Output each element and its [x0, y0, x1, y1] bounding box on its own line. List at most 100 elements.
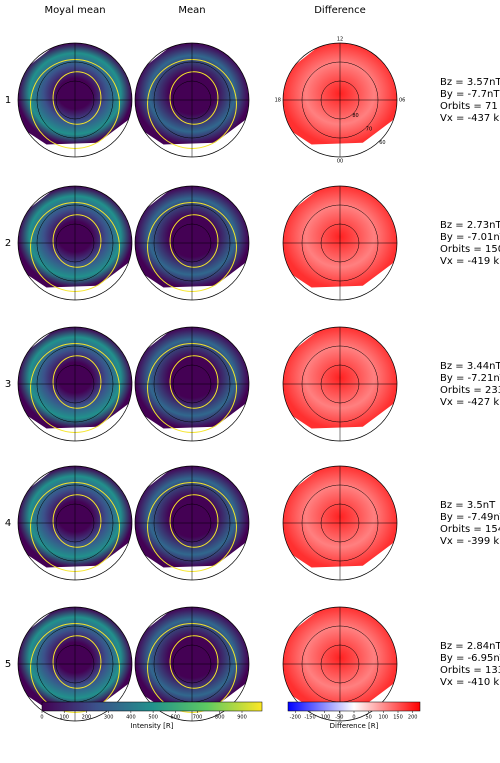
parameter: Vx = -427 km/s — [440, 397, 500, 408]
parameter: Bz = 3.44nT — [440, 361, 500, 372]
colorbar-tick-label: 150 — [393, 715, 403, 721]
ring-label: 80 — [352, 113, 358, 119]
colorbar-tick-label: 900 — [237, 715, 247, 721]
row-label: 1 — [5, 95, 11, 106]
oval-boundary — [169, 214, 219, 268]
oval-boundary — [52, 71, 102, 125]
polar-frame — [17, 42, 133, 158]
parameter: Vx = -410 km/s — [440, 677, 500, 688]
column-title: Difference — [314, 5, 366, 16]
oval-boundary — [169, 71, 219, 125]
polar-label: 18 — [275, 98, 281, 104]
polar-plot — [17, 42, 133, 158]
colorbar-tick-label: 300 — [104, 715, 114, 721]
polar-plot — [282, 326, 398, 442]
oval-boundary — [52, 214, 102, 268]
colorbar-tick-label: 100 — [59, 715, 69, 721]
row-label: 3 — [5, 379, 11, 390]
row-label: 5 — [5, 659, 11, 670]
row-label: 4 — [5, 518, 11, 529]
polar-plot — [134, 42, 250, 158]
polar-plot — [282, 465, 398, 581]
colorbar-tick-label: 0 — [40, 715, 43, 721]
polar-plot — [282, 606, 398, 722]
ring-label: 60 — [379, 140, 385, 146]
colorbar-tick-label: -50 — [335, 715, 343, 721]
parameter: Vx = -419 km/s — [440, 256, 500, 267]
colorbar-tick-label: 200 — [82, 715, 92, 721]
colorbar-tick-label: 100 — [379, 715, 389, 721]
parameter: By = -7.49nT — [440, 512, 500, 523]
colorbar-tick-label: -200 — [290, 715, 301, 721]
polar-frame — [17, 326, 133, 442]
colorbar-tick-label: 400 — [126, 715, 136, 721]
polar-frame — [282, 465, 398, 581]
polar-frame — [282, 606, 398, 722]
parameter: By = -6.95nT — [440, 653, 500, 664]
row-label: 2 — [5, 238, 11, 249]
parameter: By = -7.01nT — [440, 232, 500, 243]
polar-frame — [282, 42, 398, 158]
colorbar — [41, 701, 263, 712]
colorbar-tick-label: 0 — [352, 715, 355, 721]
oval-boundary — [52, 635, 102, 689]
polar-plot — [134, 326, 250, 442]
parameter: Vx = -399 km/s — [440, 536, 500, 547]
polar-plot — [282, 185, 398, 301]
parameter: By = -7.7nT — [440, 89, 500, 100]
parameter: Bz = 2.73nT — [440, 220, 500, 231]
polar-label: 00 — [337, 159, 343, 165]
parameter: Orbits = 150 — [440, 244, 500, 255]
oval-boundary — [169, 355, 219, 409]
parameter: Orbits = 133 — [440, 665, 500, 676]
column-title: Mean — [178, 5, 205, 16]
polar-frame — [17, 606, 133, 722]
polar-frame — [282, 326, 398, 442]
parameter: Orbits = 71 — [440, 101, 498, 112]
polar-frame — [134, 326, 250, 442]
polar-frame — [17, 465, 133, 581]
parameter: Orbits = 233 — [440, 385, 500, 396]
colorbar-tick-label: 800 — [215, 715, 225, 721]
ring-label: 70 — [366, 126, 372, 132]
colorbar-tick-label: -100 — [319, 715, 330, 721]
colorbar-tick-label: 600 — [171, 715, 181, 721]
polar-frame — [134, 606, 250, 722]
colorbar-tick-label: 500 — [148, 715, 158, 721]
parameter: Orbits = 154 — [440, 524, 500, 535]
polar-plot — [17, 326, 133, 442]
oval-boundary — [169, 494, 219, 548]
colorbar — [287, 701, 421, 712]
polar-frame — [134, 185, 250, 301]
polar-plot — [134, 185, 250, 301]
polar-plot — [17, 606, 133, 722]
colorbar-label: Intensity [R] — [130, 722, 173, 730]
colorbar-tick-label: 50 — [365, 715, 371, 721]
parameter: Bz = 3.57nT — [440, 77, 500, 88]
column-title: Moyal mean — [44, 5, 105, 16]
polar-frame — [282, 185, 398, 301]
colorbar-tick-label: 200 — [408, 715, 418, 721]
parameter: By = -7.21nT — [440, 373, 500, 384]
polar-label: 12 — [337, 37, 343, 43]
parameter: Vx = -437 km/s — [440, 113, 500, 124]
polar-plot — [17, 185, 133, 301]
oval-boundary — [52, 355, 102, 409]
colorbar-tick-label: 700 — [193, 715, 203, 721]
polar-frame — [134, 465, 250, 581]
colorbar-tick-label: -150 — [304, 715, 315, 721]
parameter: Bz = 2.84nT — [440, 641, 500, 652]
parameter: Bz = 3.5nT — [440, 500, 496, 511]
polar-label: 06 — [399, 98, 405, 104]
polar-plot — [17, 465, 133, 581]
polar-frame — [134, 42, 250, 158]
oval-boundary — [169, 635, 219, 689]
polar-plot — [282, 42, 398, 158]
oval-boundary — [52, 494, 102, 548]
colorbar-label: Difference [R] — [330, 722, 379, 730]
polar-plot — [134, 606, 250, 722]
polar-frame — [17, 185, 133, 301]
polar-plot — [134, 465, 250, 581]
